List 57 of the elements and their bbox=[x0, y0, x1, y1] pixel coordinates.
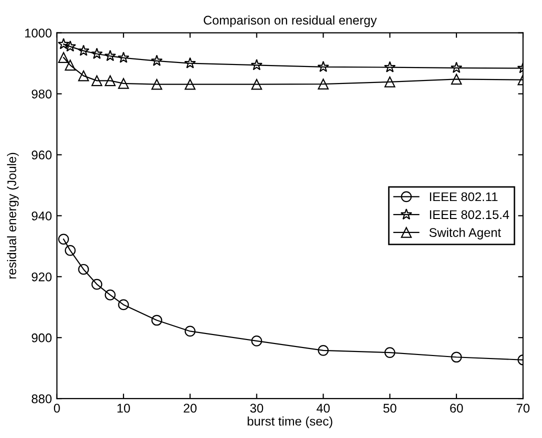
point bbox=[91, 278, 102, 290]
point bbox=[384, 76, 396, 88]
x-tick-label: 40 bbox=[316, 404, 330, 413]
point bbox=[451, 352, 462, 363]
point bbox=[64, 245, 76, 256]
point bbox=[118, 299, 129, 310]
point bbox=[184, 57, 196, 68]
point bbox=[58, 52, 69, 63]
point bbox=[91, 75, 102, 86]
x-tick-label: 10 bbox=[118, 404, 130, 413]
y-tick-label: 920 bbox=[32, 272, 52, 282]
y-tick-label: 980 bbox=[32, 90, 52, 98]
point bbox=[78, 44, 90, 56]
y-tick-label: 940 bbox=[32, 212, 52, 220]
point bbox=[384, 61, 396, 72]
point bbox=[78, 70, 89, 82]
x-tick-label: 70 bbox=[516, 404, 530, 413]
point bbox=[384, 347, 396, 358]
point bbox=[151, 314, 162, 326]
point bbox=[251, 78, 262, 90]
point bbox=[104, 75, 116, 86]
legend-label: IEEE 802.11 bbox=[430, 192, 498, 202]
point bbox=[64, 60, 76, 71]
point bbox=[251, 336, 262, 346]
point bbox=[318, 345, 329, 356]
point bbox=[58, 234, 69, 245]
x-tick-label: 50 bbox=[383, 404, 396, 413]
point bbox=[104, 290, 116, 300]
point bbox=[78, 264, 89, 275]
point bbox=[151, 78, 162, 90]
legend-label: IEEE 802.15.4 bbox=[430, 210, 510, 220]
point bbox=[450, 62, 462, 73]
point bbox=[184, 326, 196, 337]
x-tick-label: 60 bbox=[450, 404, 463, 413]
y-tick-label: 880 bbox=[32, 394, 52, 404]
point bbox=[118, 78, 129, 89]
point bbox=[150, 54, 163, 66]
point bbox=[64, 40, 76, 52]
y-axis-title: residual energy (Joule) bbox=[7, 152, 19, 278]
point bbox=[91, 48, 103, 59]
point bbox=[184, 78, 196, 90]
chart-title: Comparison on residual energy bbox=[204, 15, 377, 28]
x-tick-label: 20 bbox=[184, 404, 197, 413]
y-tick-label: 960 bbox=[32, 150, 52, 160]
point bbox=[317, 60, 330, 72]
point bbox=[250, 59, 263, 70]
x-tick-label: 30 bbox=[250, 404, 264, 413]
legend-label: Switch Agent bbox=[429, 228, 502, 240]
y-tick-label: 1000 bbox=[25, 28, 52, 38]
x-axis-title: burst time (sec) bbox=[248, 416, 332, 428]
x-tick-label: 0 bbox=[54, 404, 60, 413]
point bbox=[318, 78, 329, 90]
point bbox=[58, 38, 70, 50]
point bbox=[451, 74, 462, 85]
point bbox=[118, 52, 130, 63]
y-tick-label: 900 bbox=[32, 333, 52, 342]
point bbox=[104, 50, 116, 62]
